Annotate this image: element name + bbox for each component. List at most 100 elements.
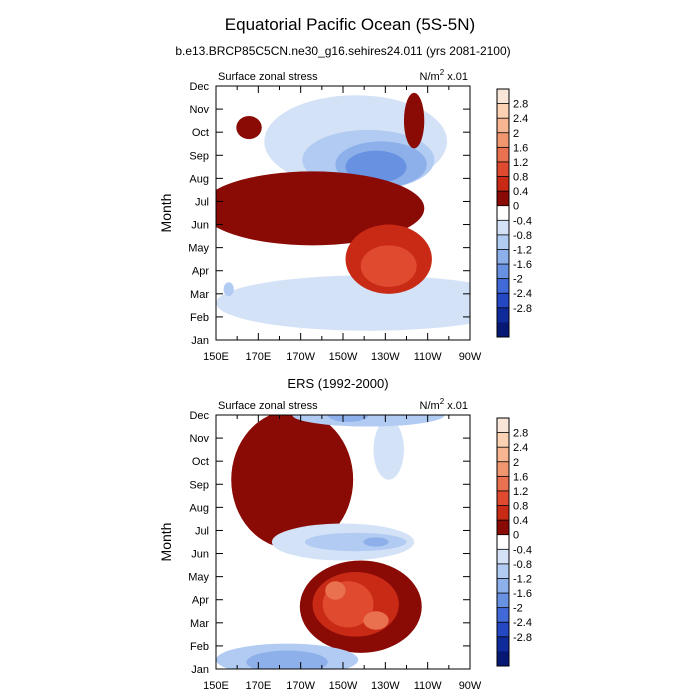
colorbar-swatch [497,89,509,104]
colorbar-label: 2.8 [513,99,528,111]
units-label: N/m2 x.01 [420,397,468,412]
colorbar-label: -0.4 [513,544,532,556]
y-tick-label: Jan [191,664,209,676]
y-tick-label: Sep [189,479,209,491]
contour-region-6 [304,532,407,552]
colorbar-swatch [497,490,509,506]
colorbar-label: 1.2 [513,486,528,498]
contour-region-10 [236,116,262,140]
colorbar-swatch [497,234,509,250]
colorbar-label: -2 [513,274,523,286]
colorbar-label: -0.8 [513,230,532,242]
colorbar-swatch [497,293,509,309]
colorbar-swatch [497,651,509,667]
colorbar-swatch [497,322,509,338]
variable-label: Surface zonal stress [218,71,318,83]
contour-region-9 [403,92,425,149]
x-tick-label: 170W [286,351,315,363]
colorbar-swatch [497,476,509,492]
colorbar-swatch [497,432,509,448]
x-tick-label: 170W [286,680,315,692]
colorbar-swatch [497,505,509,521]
y-tick-label: Apr [192,266,209,278]
colorbar-swatch [497,161,509,177]
top-colorbar: 2.8 2.4 2 1.6 1.2 0.8 0.4 0 -0.4 -0.8 -1.2 -1.6 -2 -2… [496,88,532,338]
colorbar-swatch [497,418,509,433]
y-tick-label: May [188,572,209,584]
colorbar-label: 1.6 [513,471,528,483]
y-axis-label: Month [158,523,174,562]
bottom-colorbar: 2.8 2.4 2 1.6 1.2 0.8 0.4 0 -0.4 -0.8 -1.2 -1.6 -2 -2… [496,417,532,667]
colorbar-label: 0 [513,201,519,213]
y-tick-label: Mar [190,289,209,301]
x-tick-label: 90W [459,351,482,363]
colorbar-label: 2 [513,457,519,469]
y-tick-label: May [188,243,209,255]
colorbar-label: -2.8 [513,632,532,644]
colorbar-swatch [497,249,509,265]
y-tick-label: Dec [189,81,209,93]
contour-field [216,415,470,669]
colorbar-label: 1.2 [513,157,528,169]
figure-title: Equatorial Pacific Ocean (5S-5N) [225,15,475,34]
y-tick-label: Jan [191,335,209,347]
colorbar-swatch [497,118,509,134]
colorbar-swatch [497,563,509,579]
colorbar-label: 0.8 [513,172,528,184]
units-sup: 2 [440,68,445,77]
colorbar-frame [496,417,510,667]
contour-region-11 [325,581,346,600]
colorbar-swatch [497,103,509,119]
x-tick-label: 110W [414,680,443,692]
colorbar-label: -1.6 [513,259,532,271]
colorbar-swatch [497,307,509,323]
units-scale: x.01 [444,400,468,412]
contour-region-6 [216,171,425,246]
colorbar-label: -2.4 [513,288,532,300]
colorbar-label: 2.4 [513,113,528,125]
colorbar-label: 0 [513,530,519,542]
colorbar-label: -2 [513,603,523,615]
contour-region-14 [246,650,328,669]
y-tick-label: Feb [190,312,209,324]
figure-subtitle: b.e13.BRCP85C5CN.ne30_g16.sehires24.011 … [175,44,510,58]
colorbar-label: 0.4 [513,186,528,198]
contour-region-1 [231,415,354,549]
contour-region-12 [363,611,389,630]
y-tick-label: Aug [189,173,209,185]
colorbar-label: 2.8 [513,428,528,440]
colorbar-swatch [497,578,509,594]
colorbar-frame [496,88,510,338]
colorbar-swatch [497,264,509,279]
colorbar-label: 0.8 [513,501,528,513]
colorbar-label: -1.6 [513,588,532,600]
contour-region-11 [223,282,234,297]
units-main: N/m [420,71,440,83]
x-tick-label: 150E [203,351,229,363]
top-panel: Jan Feb Mar Apr May Jun Jul Aug Sep Oct Nov Dec 150E… [158,68,482,363]
variable-label: Surface zonal stress [218,400,318,412]
y-tick-label: Nov [189,433,209,445]
colorbar-swatch [497,205,509,221]
contour-region-2 [373,419,404,480]
colorbar-label: 2.4 [513,442,528,454]
colorbar-swatch [497,176,509,192]
y-axis-label: Month [158,194,174,233]
x-tick-label: 150W [329,351,358,363]
colorbar-label: -1.2 [513,244,532,256]
y-tick-label: Mar [190,618,209,630]
colorbar-label: 2 [513,128,519,140]
x-tick-label: 110W [414,351,443,363]
colorbar-swatch [497,520,509,536]
x-tick-label: 150E [203,680,229,692]
y-tick-label: Feb [190,641,209,653]
contour-region-8 [360,245,417,287]
colorbar-swatch [497,636,509,652]
contour-region-7 [363,537,389,547]
colorbar-label: -2.8 [513,303,532,315]
y-tick-label: Oct [192,456,209,468]
y-tick-label: Sep [189,150,209,162]
y-tick-label: Aug [189,502,209,514]
colorbar-swatch [497,549,509,565]
